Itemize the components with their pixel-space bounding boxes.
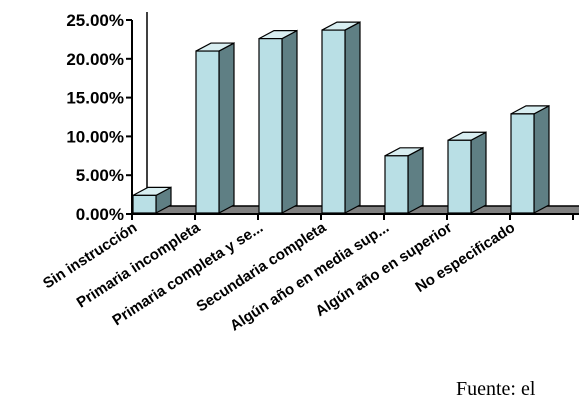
- bar-side: [533, 104, 550, 214]
- chart-axes: [126, 12, 579, 220]
- bar-side: [470, 131, 487, 214]
- bar-front: [195, 50, 220, 214]
- bar-side: [407, 146, 424, 214]
- bar-side: [218, 42, 235, 214]
- y-axis-ticks: 0.00% 5.00% 10.00% 15.00% 20.00% 25.00%: [66, 11, 124, 224]
- bar: [258, 29, 298, 214]
- bar-front: [132, 194, 157, 214]
- bar-front: [321, 29, 346, 214]
- y-tick-label: 0.00%: [76, 205, 124, 224]
- bar: [510, 104, 550, 214]
- bar: [384, 146, 424, 214]
- bar: [321, 21, 361, 214]
- bar-front: [384, 155, 409, 214]
- y-tick-label: 25.00%: [66, 11, 124, 30]
- bar-side: [281, 29, 298, 214]
- bar: [132, 186, 172, 214]
- bar-front: [258, 38, 283, 214]
- bar: [195, 42, 235, 214]
- source-note: Fuente: el: [456, 378, 536, 400]
- y-tick-label: 10.00%: [66, 127, 124, 146]
- y-tick-label: 5.00%: [76, 166, 124, 185]
- y-tick-label: 20.00%: [66, 50, 124, 69]
- bar-front: [447, 139, 472, 214]
- chart-bars: [132, 21, 550, 214]
- y-tick-label: 15.00%: [66, 89, 124, 108]
- bar: [447, 131, 487, 214]
- bar-side: [344, 21, 361, 214]
- bar-front: [510, 113, 535, 214]
